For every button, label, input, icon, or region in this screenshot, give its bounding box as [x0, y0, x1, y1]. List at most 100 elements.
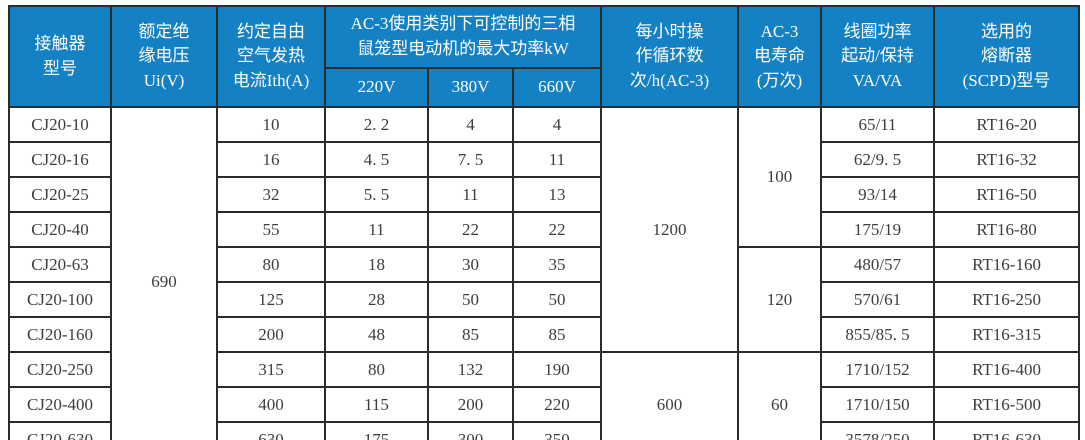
table-row: CJ20-250 315 80 132 190 600 60 1710/152 …	[8, 351, 1081, 440]
cell-model: CJ20-630	[8, 421, 112, 440]
cell-kw660: 190	[511, 351, 603, 388]
cell-kw660: 4	[511, 106, 603, 143]
cell-model: CJ20-400	[8, 386, 112, 423]
cell-fuse: RT16-80	[933, 211, 1081, 248]
header-cell-electrical-life: AC-3 电寿命 (万次)	[737, 5, 823, 108]
cell-coil-power: 93/14	[820, 176, 936, 213]
cell-model: CJ20-10	[8, 106, 112, 143]
cell-kw380: 4	[427, 106, 514, 143]
cell-coil-power: 65/11	[820, 106, 936, 143]
cell-fuse: RT16-250	[933, 281, 1081, 318]
cell-model: CJ20-40	[8, 211, 112, 248]
cell-coil-power: 175/19	[820, 211, 936, 248]
header-cell-fuse: 选用的 熔断器 (SCPD)型号	[933, 5, 1081, 108]
cell-kw380: 85	[427, 316, 514, 353]
table-row: CJ20-400 400 115 200 220 1710/150 RT16-5…	[8, 386, 1081, 423]
cell-kw660: 350	[511, 421, 603, 440]
cell-life-span: 120	[737, 246, 823, 353]
table-row: CJ20-16 16 4. 5 7. 5 11 62/9. 5 RT16-32	[8, 141, 1081, 178]
cell-fuse: RT16-50	[933, 176, 1081, 213]
cell-coil-power: 480/57	[820, 246, 936, 283]
header-cell-cycles-per-hour: 每小时操 作循环数 次/h(AC-3)	[600, 5, 740, 108]
cell-kw380: 132	[427, 351, 514, 388]
cell-kw220: 5. 5	[324, 176, 429, 213]
cell-kw660: 220	[511, 386, 603, 423]
table-row: CJ20-63 80 18 30 35 120 480/57 RT16-160	[8, 246, 1081, 353]
cell-coil-power: 3578/250	[820, 421, 936, 440]
cell-kw220: 2. 2	[324, 106, 429, 143]
cell-kw220: 175	[324, 421, 429, 440]
cell-coil-power: 1710/150	[820, 386, 936, 423]
cell-kw660: 85	[511, 316, 603, 353]
header-cell-thermal-current: 约定自由 空气发热 电流Ith(A)	[216, 5, 326, 108]
cell-fuse: RT16-400	[933, 351, 1081, 388]
header-cell-660v: 660V	[511, 67, 603, 108]
cell-fuse: RT16-20	[933, 106, 1081, 143]
cell-model: CJ20-100	[8, 281, 112, 318]
cell-ith: 125	[216, 281, 326, 318]
table-row: CJ20-40 55 11 22 22 175/19 RT16-80	[8, 211, 1081, 248]
cell-kw220: 4. 5	[324, 141, 429, 178]
cell-kw380: 7. 5	[427, 141, 514, 178]
cell-cycles-span: 1200	[600, 106, 740, 353]
cell-kw220: 115	[324, 386, 429, 423]
cell-fuse: RT16-32	[933, 141, 1081, 178]
cell-fuse: RT16-315	[933, 316, 1081, 353]
cell-fuse: RT16-630	[933, 421, 1081, 440]
cell-kw660: 35	[511, 246, 603, 283]
cell-kw220: 48	[324, 316, 429, 353]
cell-kw660: 22	[511, 211, 603, 248]
contactor-spec-table: 接触器 型号 额定绝 缘电压 Ui(V) 约定自由 空气发热 电流Ith(A) …	[8, 5, 1081, 440]
cell-ith: 400	[216, 386, 326, 423]
cell-kw220: 28	[324, 281, 429, 318]
table-row: CJ20-100 125 28 50 50 570/61 RT16-250	[8, 281, 1081, 318]
cell-kw220: 80	[324, 351, 429, 388]
cell-insulation-voltage-span: 690	[110, 106, 218, 440]
cell-model: CJ20-63	[8, 246, 112, 283]
cell-fuse: RT16-160	[933, 246, 1081, 283]
cell-kw380: 22	[427, 211, 514, 248]
cell-kw380: 300	[427, 421, 514, 440]
table-header: 接触器 型号 额定绝 缘电压 Ui(V) 约定自由 空气发热 电流Ith(A) …	[8, 5, 1081, 108]
cell-coil-power: 1710/152	[820, 351, 936, 388]
cell-kw380: 200	[427, 386, 514, 423]
cell-ith: 32	[216, 176, 326, 213]
table-row: CJ20-160 200 48 85 85 855/85. 5 RT16-315	[8, 316, 1081, 353]
cell-kw380: 50	[427, 281, 514, 318]
cell-model: CJ20-16	[8, 141, 112, 178]
cell-kw660: 13	[511, 176, 603, 213]
cell-cycles-span: 600	[600, 351, 740, 440]
header-cell-380v: 380V	[427, 67, 514, 108]
cell-model: CJ20-160	[8, 316, 112, 353]
table-row: CJ20-630 630 175 300 350 3578/250 RT16-6…	[8, 421, 1081, 440]
cell-kw220: 11	[324, 211, 429, 248]
cell-ith: 55	[216, 211, 326, 248]
cell-model: CJ20-25	[8, 176, 112, 213]
cell-life-span: 100	[737, 106, 823, 248]
cell-model: CJ20-250	[8, 351, 112, 388]
cell-ith: 630	[216, 421, 326, 440]
cell-coil-power: 570/61	[820, 281, 936, 318]
cell-life-span: 60	[737, 351, 823, 440]
cell-coil-power: 62/9. 5	[820, 141, 936, 178]
cell-kw380: 11	[427, 176, 514, 213]
table-body: CJ20-10 690 10 2. 2 4 4 1200 100 65/11 R…	[8, 106, 1081, 440]
table-row: CJ20-25 32 5. 5 11 13 93/14 RT16-50	[8, 176, 1081, 213]
cell-ith: 200	[216, 316, 326, 353]
cell-ith: 16	[216, 141, 326, 178]
cell-coil-power: 855/85. 5	[820, 316, 936, 353]
header-cell-insulation-voltage: 额定绝 缘电压 Ui(V)	[110, 5, 218, 108]
cell-ith: 80	[216, 246, 326, 283]
cell-ith: 315	[216, 351, 326, 388]
cell-ith: 10	[216, 106, 326, 143]
header-cell-220v: 220V	[324, 67, 429, 108]
cell-kw220: 18	[324, 246, 429, 283]
cell-kw380: 30	[427, 246, 514, 283]
cell-kw660: 11	[511, 141, 603, 178]
header-cell-coil-power: 线圈功率 起动/保持 VA/VA	[820, 5, 936, 108]
cell-kw660: 50	[511, 281, 603, 318]
header-cell-model: 接触器 型号	[8, 5, 112, 108]
table-row: CJ20-10 690 10 2. 2 4 4 1200 100 65/11 R…	[8, 106, 1081, 440]
cell-fuse: RT16-500	[933, 386, 1081, 423]
